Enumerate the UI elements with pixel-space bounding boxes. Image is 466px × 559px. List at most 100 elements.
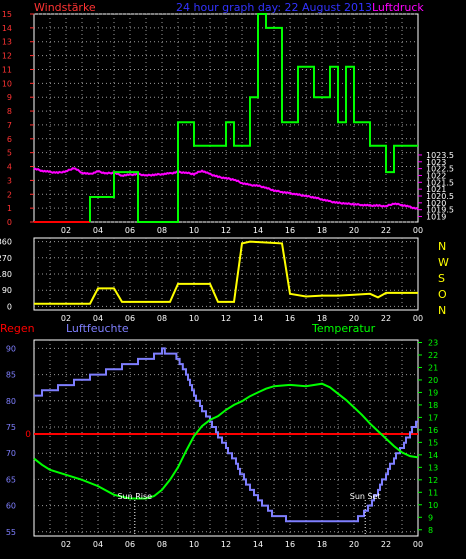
wind-pressure-x-tick-label: 06 [125,226,135,235]
legend-luftfeuchte: Luftfeuchte [66,322,129,335]
humidity-y-tick-label: 55 [6,528,16,537]
wind-pressure-x-tick-label: 18 [317,226,327,235]
wind-pressure-x-tick-label: 12 [221,226,231,235]
wind-direction-x-tick-label: 00 [413,314,423,323]
temperature-y-tick-label: 12 [428,476,438,485]
temperature-series-line [33,382,419,500]
humidity-temperature-x-tick-label: 20 [349,540,359,549]
wind-direction-panel: 020406081012141618202200090180270360NWSO… [0,237,449,323]
temperature-y-tick-label: 21 [428,363,438,372]
humidity-y-tick-label: 75 [6,423,16,432]
chart-title: 24 hour graph day: 22 August 2013 [176,1,372,14]
wind-y-tick-label: 10 [2,79,12,88]
wind-y-tick-label: 8 [7,107,12,116]
wind-pressure-x-tick-label: 20 [349,226,359,235]
wind-y-tick-label: 0 [7,218,12,227]
pressure-y-tick-label: 1019 [426,213,446,222]
temperature-y-tick-label: 17 [428,413,438,422]
temperature-y-tick-label: 11 [428,488,438,497]
wind-y-tick-label: 13 [2,38,12,47]
sun-annotation-label: Sun Rise [117,492,152,501]
humidity-temperature-x-tick-label: 10 [189,540,199,549]
humidity-temperature-x-tick-label: 02 [61,540,71,549]
humidity-temperature-x-tick-label: 22 [381,540,391,549]
temperature-y-tick-label: 22 [428,351,438,360]
wind-pressure-x-tick-label: 04 [93,226,103,235]
wind-direction-x-tick-label: 22 [381,314,391,323]
temperature-y-tick-label: 23 [428,338,438,347]
wind-direction-x-tick-label: 04 [93,314,103,323]
pressure-y-tick-label: 1023 [426,158,446,167]
humidity-y-tick-label: 65 [6,475,16,484]
humidity-temperature-panel: 02 04 06 08 10 12 14 16 18 20 22 005560657075808590… [6,338,438,549]
temperature-y-tick-label: 16 [428,426,438,435]
temperature-y-tick-label: 18 [428,401,438,410]
humidity-temperature-x-tick-label: 16 [285,540,295,549]
wind-pressure-panel: 02 04 06 08 10 12 14 16 18 20 22 000123456789101112… [2,10,454,235]
wind-y-tick-label: 11 [2,65,12,74]
wind-y-tick-label: 3 [7,176,12,185]
direction-y-tick-label: 270 [0,254,12,263]
temperature-y-tick-label: 10 [428,501,438,510]
pressure-y-tick-label: 1020.5 [426,192,454,201]
direction-compass-label: O [438,288,447,301]
humidity-y-tick-label: 90 [6,344,16,353]
humidity-temperature-x-tick-label: 12 [221,540,231,549]
humidity-y-tick-label: 85 [6,371,16,380]
wind-pressure-x-tick-label: 14 [253,226,263,235]
wind-pressure-x-tick-label: 10 [189,226,199,235]
pressure-y-tick-label: 1019.5 [426,206,454,215]
wind-direction-x-tick-label: 14 [253,314,263,323]
legend-regen: Regen [0,322,35,335]
humidity-y-tick-label: 60 [6,502,16,511]
wind-speed-series-line [89,13,418,223]
wind-pressure-x-tick-label: 02 [61,226,71,235]
direction-compass-label: N [438,240,446,253]
humidity-y-tick-label: 80 [6,397,16,406]
wind-y-tick-label: 9 [7,93,12,102]
pressure-y-tick-label: 1022.5 [426,165,454,174]
wind-direction-x-tick-label: 20 [349,314,359,323]
humidity-temperature-x-tick-label: 14 [253,540,263,549]
direction-y-tick-label: 180 [0,270,12,279]
sun-annotation-label: Sun Set [350,492,381,501]
wind-y-tick-label: 15 [2,10,12,19]
header-luftdruck-label: Luftdruck [372,1,424,14]
wind-direction-x-tick-label: 10 [189,314,199,323]
humidity-series-line [34,347,418,523]
humidity-y-tick-label: 70 [6,449,16,458]
temperature-y-tick-label: 19 [428,388,438,397]
temperature-y-tick-label: 20 [428,376,438,385]
wind-y-tick-label: 4 [7,163,12,172]
pressure-series-line [33,167,419,210]
wind-direction-x-tick-label: 12 [221,314,231,323]
wind-y-tick-label: 2 [7,190,12,199]
direction-compass-label: W [438,256,449,269]
wind-y-tick-label: 12 [2,52,12,61]
wind-y-tick-label: 7 [7,121,12,130]
wind-y-tick-label: 6 [7,135,12,144]
pressure-y-tick-label: 1023.5 [426,151,454,160]
humidity-temperature-x-tick-label: 06 [125,540,135,549]
wind-pressure-x-tick-label: 22 [381,226,391,235]
header-windstaerke-label: Windstärke [34,1,96,14]
pressure-y-tick-label: 1022 [426,171,446,180]
humidity-temperature-x-tick-label: 08 [157,540,167,549]
wind-pressure-x-tick-label: 08 [157,226,167,235]
wind-y-tick-label: 14 [2,24,12,33]
direction-compass-label: S [438,272,445,285]
wind-y-tick-label: 1 [7,204,12,213]
direction-y-tick-label: 90 [2,286,12,295]
pressure-y-tick-label: 1020 [426,199,446,208]
direction-compass-label: N [438,304,446,317]
wind-direction-x-tick-label: 16 [285,314,295,323]
temperature-y-tick-label: 13 [428,463,438,472]
humidity-temperature-x-tick-label: 04 [93,540,103,549]
wind-direction-x-tick-label: 02 [61,314,71,323]
temperature-y-tick-label: 15 [428,438,438,447]
temperature-y-tick-label: 14 [428,451,438,460]
direction-y-tick-label: 0 [7,302,12,311]
humidity-temperature-x-tick-label: 18 [317,540,327,549]
